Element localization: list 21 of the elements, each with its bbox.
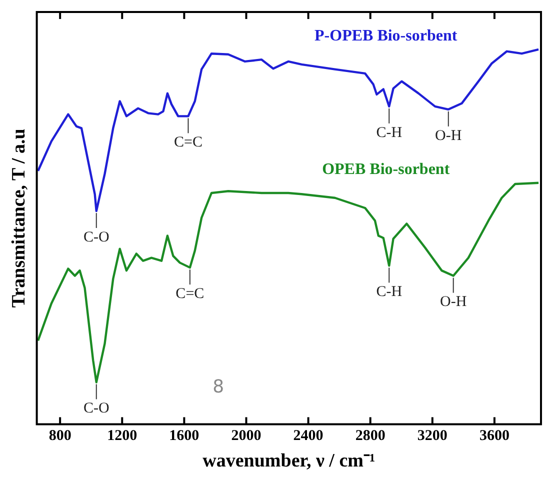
annotation: O-H xyxy=(435,128,462,144)
annotation: C-H xyxy=(376,284,402,300)
x-axis-title: wavenumber, ν / cm⁻¹ xyxy=(202,450,376,472)
y-axis-title: Transmittance, T / a.u xyxy=(8,128,30,308)
x-tick-label: 3600 xyxy=(479,428,510,444)
x-tick-label: 1200 xyxy=(107,428,138,444)
x-tick-label: 1600 xyxy=(169,428,200,444)
series-label: OPEB Bio-sorbent xyxy=(322,161,450,178)
annotation: C-O xyxy=(83,229,110,246)
annotation: C=C xyxy=(176,286,204,302)
x-tick-label: 2000 xyxy=(231,428,262,444)
x-tick-label: 2400 xyxy=(293,428,324,444)
x-tick-label: 2800 xyxy=(355,428,386,444)
annotation: C=C xyxy=(174,134,202,151)
annotation: C-O xyxy=(83,400,110,417)
x-tick-label: 800 xyxy=(48,428,72,444)
x-tick-label: 3200 xyxy=(417,428,448,444)
annotation: C-H xyxy=(376,124,402,141)
series-label: P-OPEB Bio-sorbent xyxy=(314,28,458,45)
annotation: 8 xyxy=(212,376,224,398)
annotation: O-H xyxy=(440,294,467,310)
